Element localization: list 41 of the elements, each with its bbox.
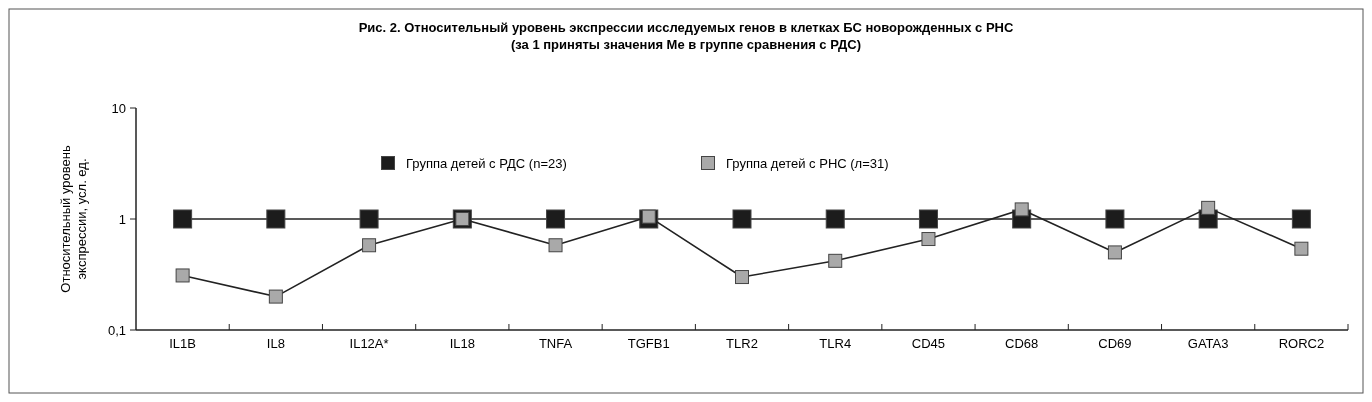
point bbox=[1201, 200, 1216, 215]
x-tick-label: GATA3 bbox=[1187, 336, 1229, 351]
y-tick-label: 0,1 bbox=[107, 322, 126, 338]
point bbox=[1105, 209, 1125, 229]
x-tick-label: IL1B bbox=[169, 336, 196, 351]
point bbox=[828, 253, 843, 268]
y-tick-label: 10 bbox=[111, 100, 126, 116]
point bbox=[1291, 209, 1311, 229]
point bbox=[362, 238, 377, 253]
point bbox=[359, 209, 379, 229]
point bbox=[1294, 241, 1309, 256]
x-tick-label: TLR2 bbox=[726, 336, 758, 351]
x-tick-label: TGFB1 bbox=[627, 336, 670, 351]
point bbox=[918, 209, 938, 229]
chart-subtitle: (за 1 приняты значения Ме в группе сравнения с РДС) bbox=[510, 37, 862, 52]
x-tick-label: IL18 bbox=[449, 336, 475, 351]
x-tick-label: IL12A* bbox=[349, 336, 389, 351]
chart-title: Рис. 2. Относительный уровень экспрессии исследуемых генов в клетках БС новорожденных с РНС bbox=[358, 20, 1014, 35]
point bbox=[1014, 202, 1029, 217]
x-tick-label: RORC2 bbox=[1278, 336, 1325, 351]
point bbox=[921, 232, 936, 247]
point bbox=[266, 209, 286, 229]
legend-label: Группа детей с РДС (n=23) bbox=[406, 155, 567, 171]
point bbox=[175, 268, 190, 283]
y-axis-title: Относительный уровень экспрессии, усл. ед. bbox=[58, 145, 89, 293]
point bbox=[732, 209, 752, 229]
point bbox=[735, 270, 749, 285]
x-tick-label: TNFA bbox=[538, 336, 573, 351]
point bbox=[268, 289, 283, 304]
x-tick-label: CD68 bbox=[1005, 336, 1039, 351]
point bbox=[173, 209, 193, 229]
x-tick-label: CD45 bbox=[911, 336, 946, 351]
y-tick-label: 1 bbox=[118, 211, 126, 227]
point bbox=[1107, 245, 1122, 260]
point bbox=[546, 209, 566, 229]
point bbox=[825, 209, 845, 229]
legend-label: Группа детей с РНС (л=31) bbox=[726, 155, 889, 171]
x-tick-label: IL8 bbox=[266, 336, 285, 351]
x-tick-label: TLR4 bbox=[819, 336, 852, 351]
point bbox=[548, 238, 563, 253]
x-tick-label: CD69 bbox=[1098, 336, 1132, 351]
